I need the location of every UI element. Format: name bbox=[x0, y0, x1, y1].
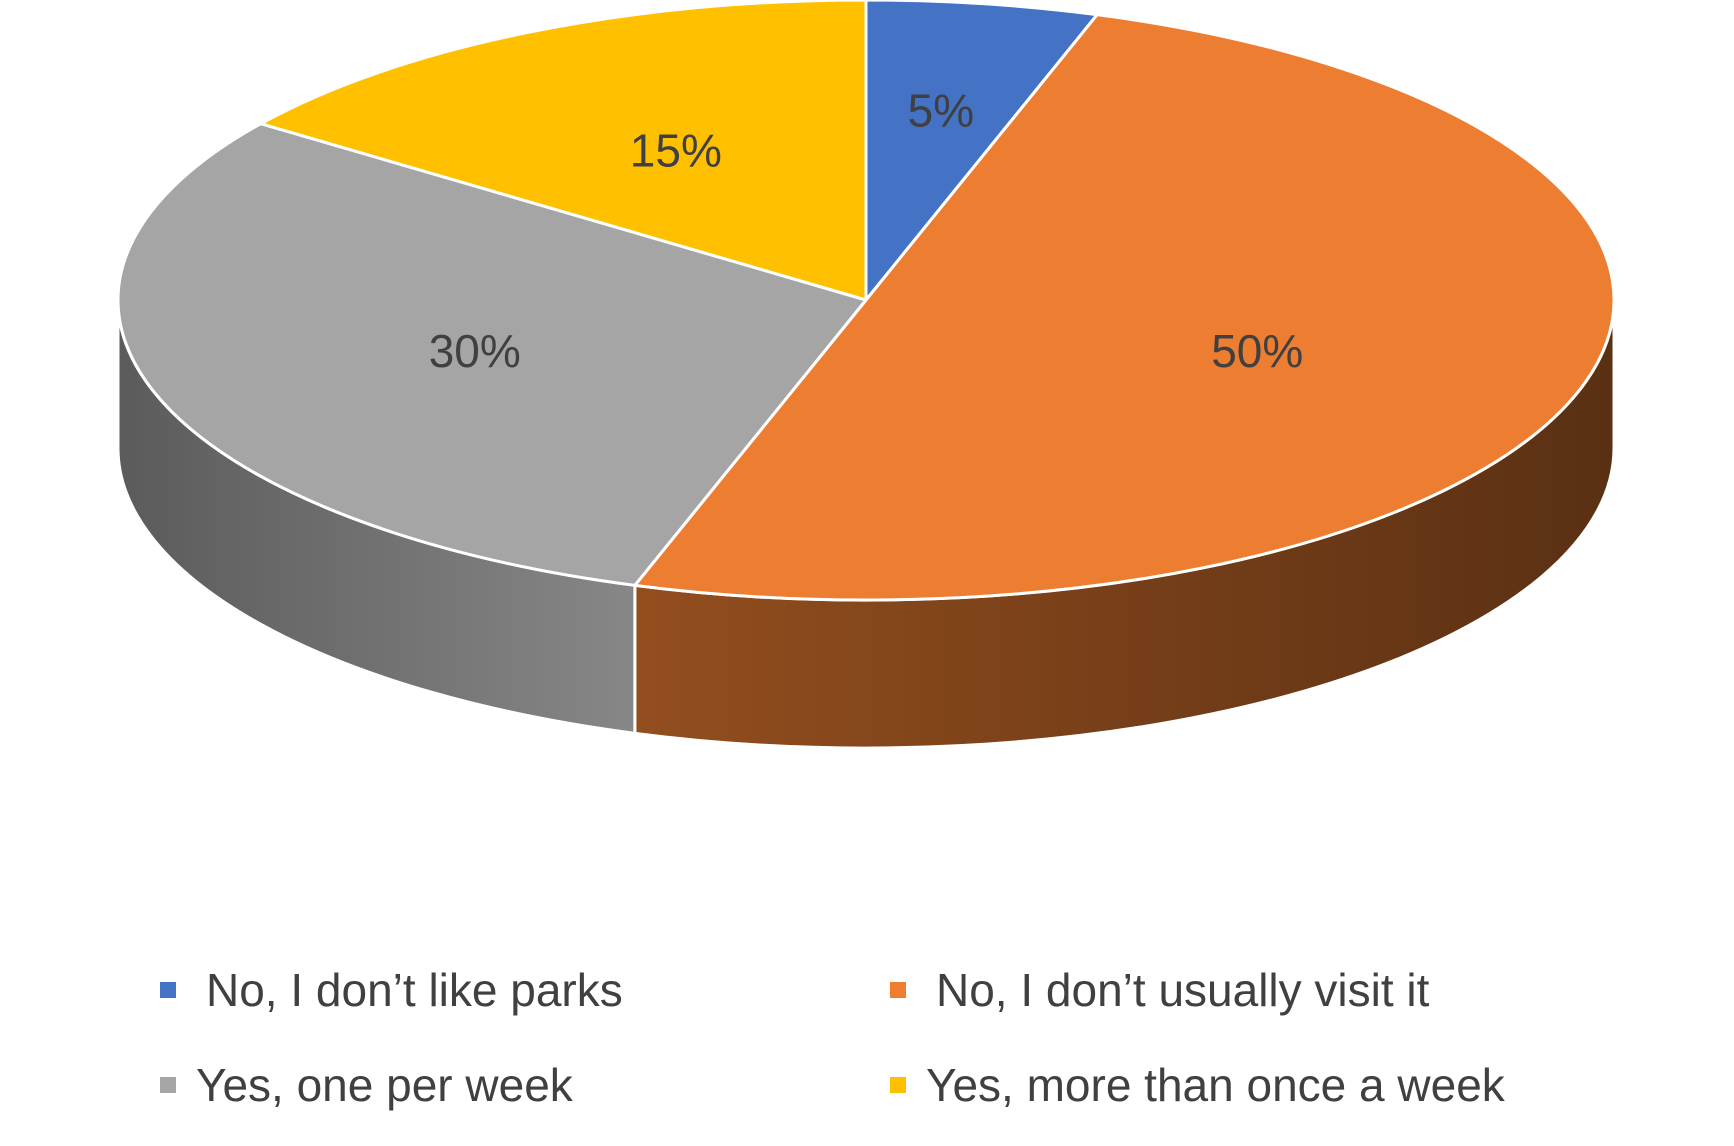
legend-swatch-orange bbox=[890, 982, 906, 998]
legend-item-no-dont-like-parks: No, I don’t like parks bbox=[160, 955, 623, 1025]
legend-swatch-blue bbox=[160, 982, 176, 998]
legend-item-yes-one-per-week: Yes, one per week bbox=[160, 1050, 573, 1120]
legend-item-yes-more-than-once: Yes, more than once a week bbox=[890, 1050, 1505, 1120]
slice-yes-more-than-once-a-week bbox=[259, 0, 868, 302]
slice-label-no-i-don-t-like-parks: 5% bbox=[908, 84, 974, 136]
slice-label-yes-more-than-once-a-week: 15% bbox=[630, 124, 722, 176]
legend-swatch-gray bbox=[160, 1077, 176, 1093]
legend-label: Yes, one per week bbox=[196, 1059, 573, 1111]
slice-label-no-i-don-t-usually-visit-it: 50% bbox=[1211, 325, 1303, 377]
slice-labels: 5% 50% 30% 15% bbox=[429, 84, 1304, 377]
pie-slices bbox=[116, 0, 1616, 602]
legend-item-no-dont-usually-visit: No, I don’t usually visit it bbox=[890, 955, 1429, 1025]
slice-yes-one-per-week bbox=[116, 122, 868, 587]
legend-label: No, I don’t usually visit it bbox=[936, 964, 1430, 1016]
legend-label: Yes, more than once a week bbox=[926, 1059, 1505, 1111]
legend: No, I don’t like parks No, I don’t usual… bbox=[150, 955, 1650, 1145]
slice-label-yes-one-per-week: 30% bbox=[429, 325, 521, 377]
slice-no-i-don-t-usually-visit-it bbox=[633, 13, 1616, 602]
legend-swatch-yellow bbox=[890, 1077, 906, 1093]
legend-label: No, I don’t like parks bbox=[206, 964, 623, 1016]
slice-no-i-don-t-like-parks bbox=[864, 0, 1099, 302]
